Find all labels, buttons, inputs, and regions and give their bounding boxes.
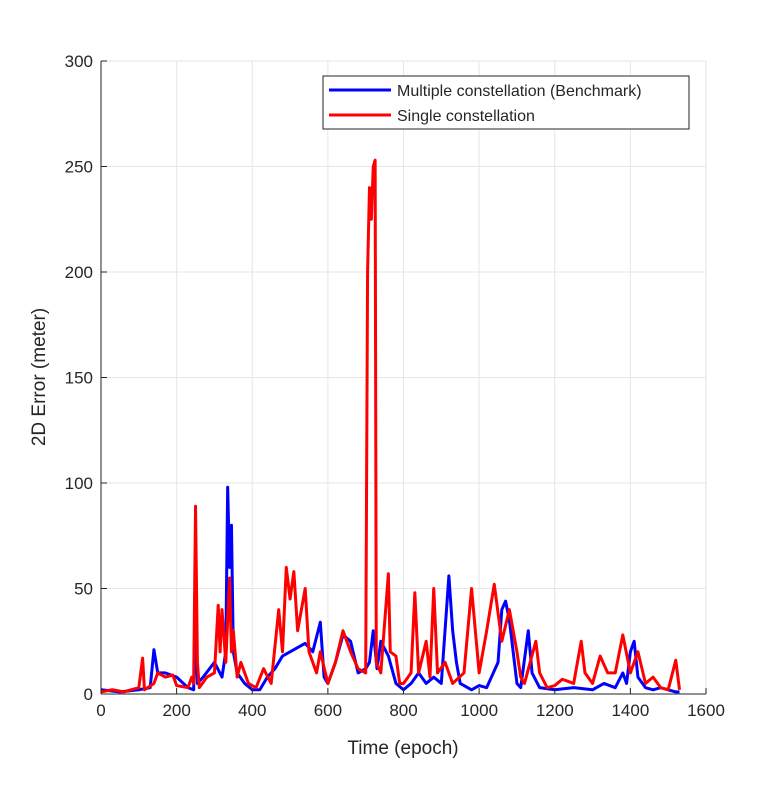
x-tick-label: 1000 — [460, 701, 498, 720]
x-tick-label: 1200 — [536, 701, 574, 720]
y-tick-label: 100 — [65, 474, 93, 493]
y-tick-label: 50 — [74, 580, 93, 599]
series-line — [100, 485, 680, 694]
y-axis-label: 2D Error (meter) — [29, 308, 50, 446]
series-line — [100, 158, 682, 694]
y-tick-label: 0 — [84, 685, 93, 704]
x-tick-label: 800 — [389, 701, 417, 720]
legend-box — [322, 75, 690, 130]
y-tick-label: 200 — [65, 263, 93, 282]
x-tick-label: 400 — [238, 701, 266, 720]
x-tick-label: 1600 — [687, 701, 725, 720]
x-axis-label: Time (epoch) — [347, 738, 458, 759]
y-tick-label: 300 — [65, 52, 93, 71]
x-tick-label: 600 — [314, 701, 342, 720]
x-tick-label: 200 — [162, 701, 190, 720]
x-tick-label: 0 — [96, 701, 105, 720]
legend-label: Single constellation — [397, 108, 535, 125]
y-tick-label: 250 — [65, 158, 93, 177]
legend-label: Multiple constellation (Benchmark) — [397, 83, 642, 100]
x-tick-label: 1400 — [611, 701, 649, 720]
y-tick-label: 150 — [65, 369, 93, 388]
